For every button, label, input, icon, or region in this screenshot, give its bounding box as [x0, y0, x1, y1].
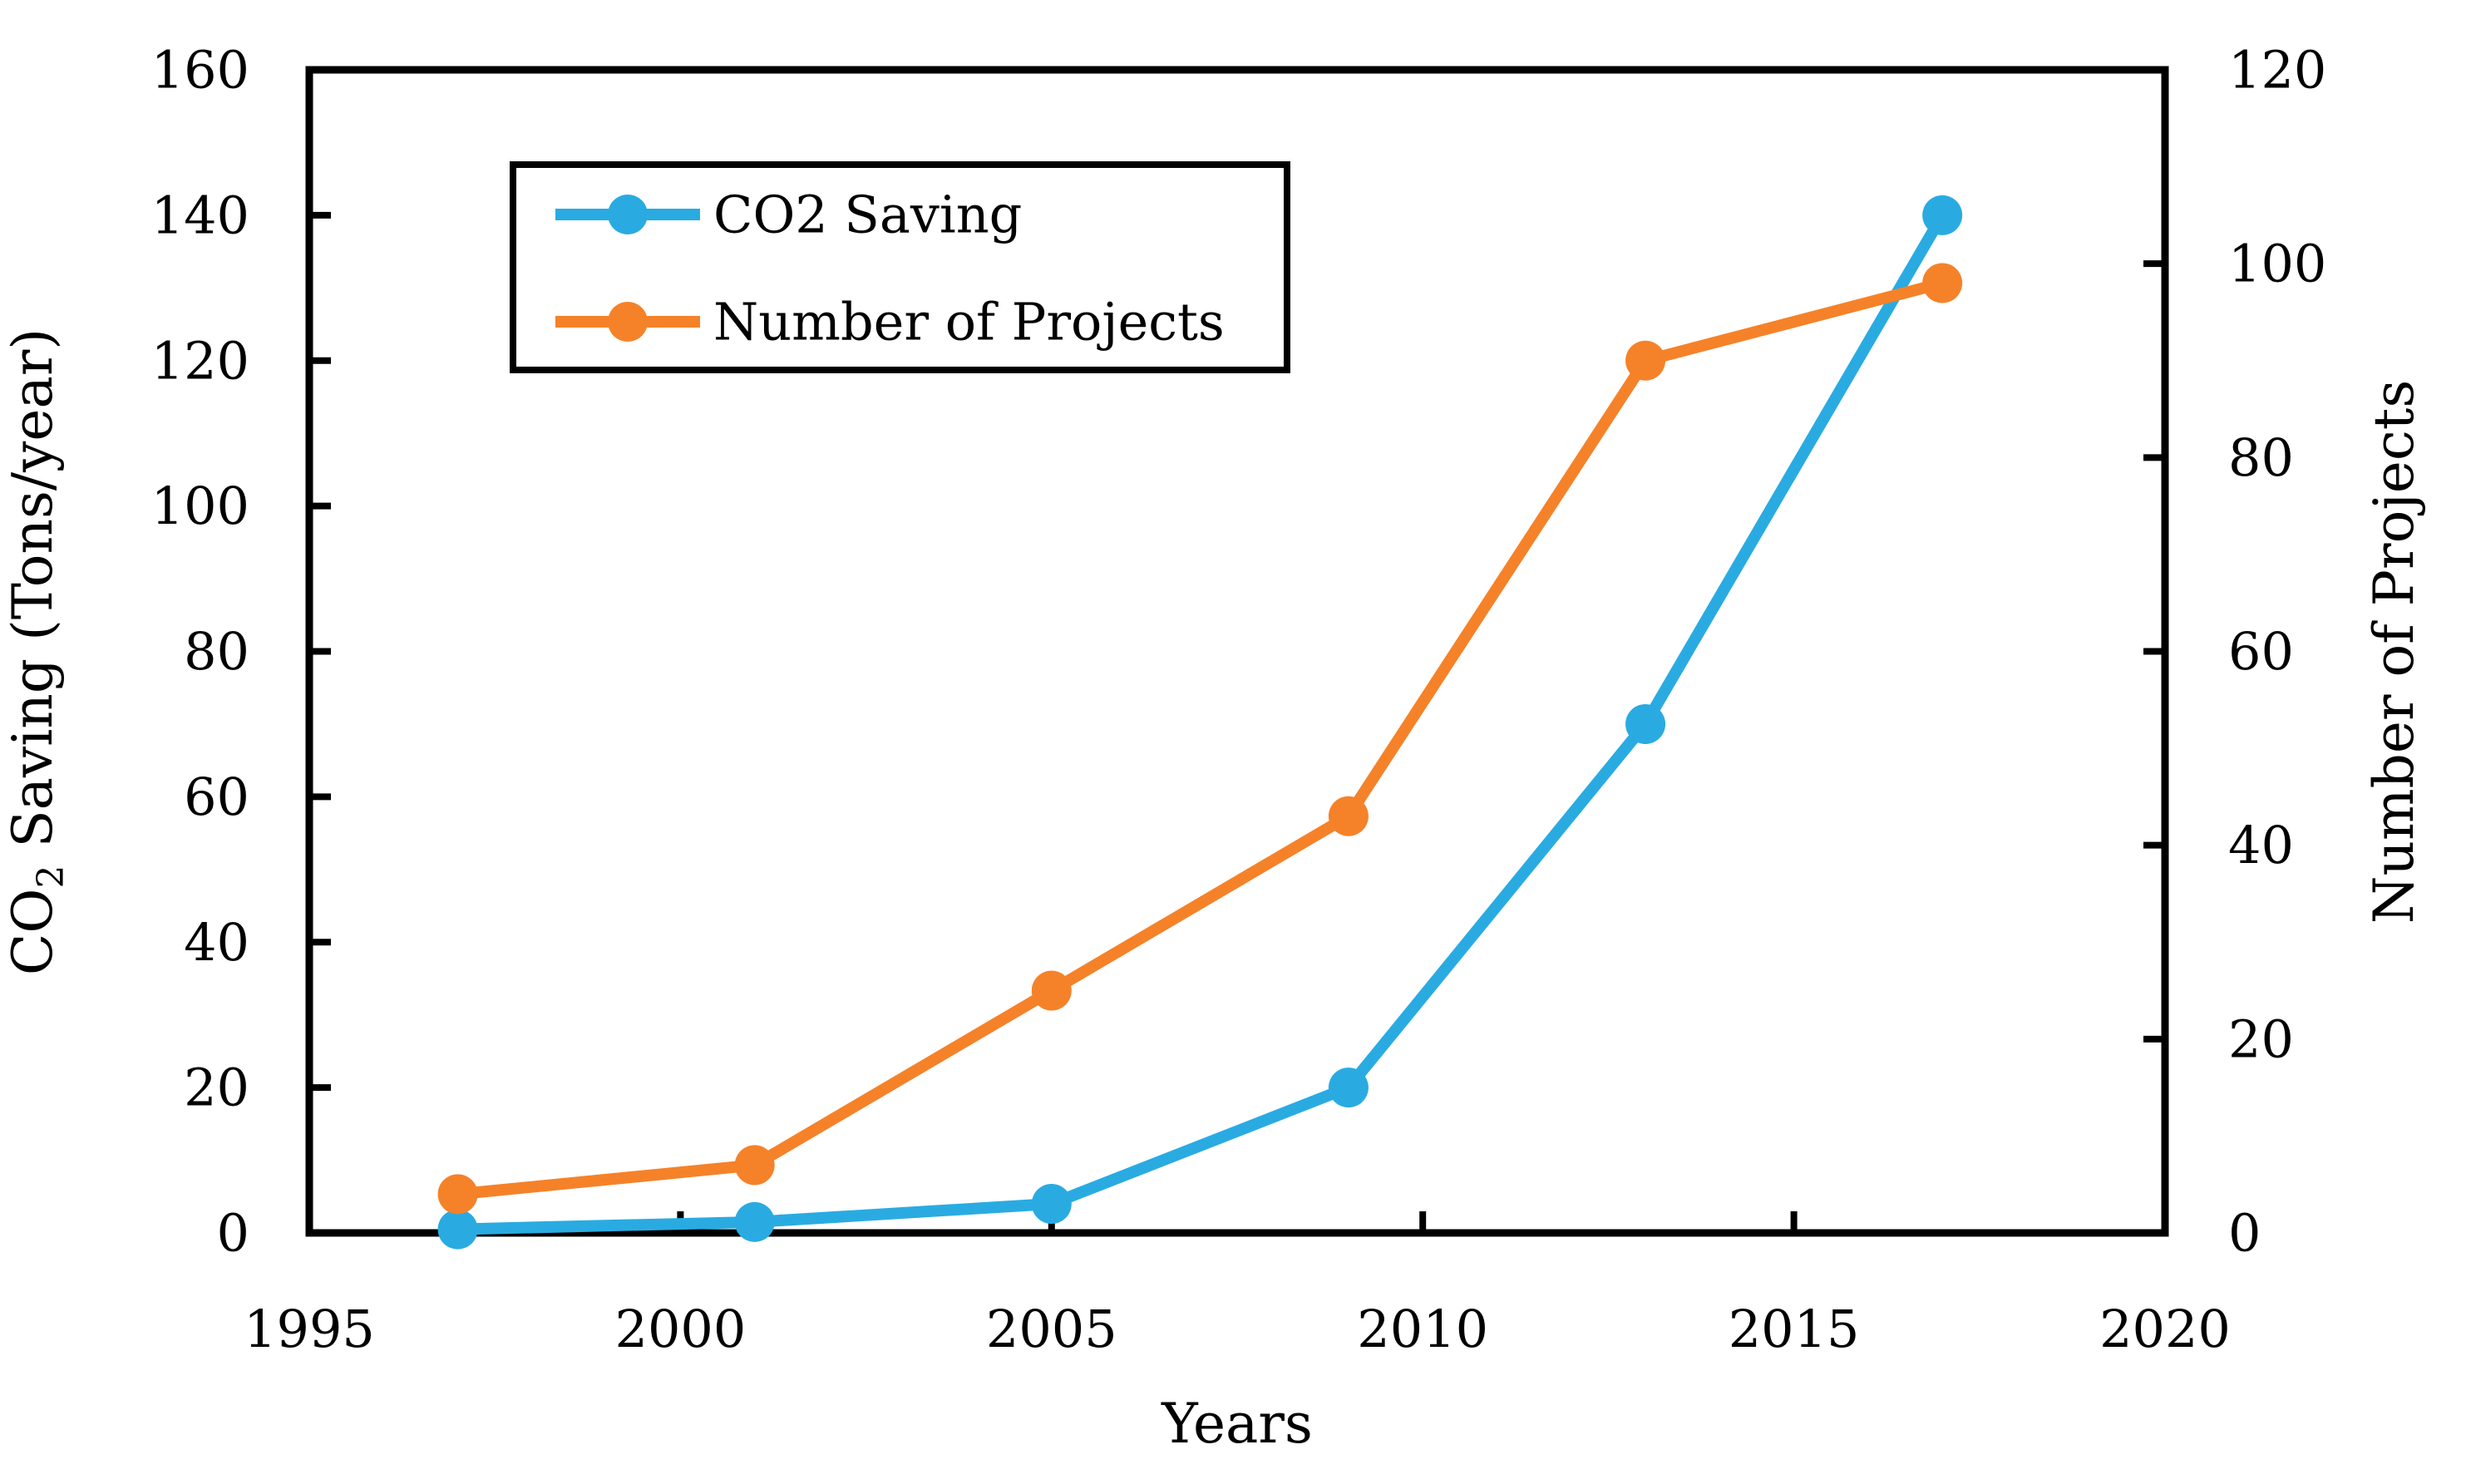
left-axis-tick-label: 140 [151, 185, 249, 245]
left-axis-tick-label: 100 [151, 476, 249, 536]
left-y-axis-title: CO2 Saving (Tons/year) [1, 328, 72, 975]
data-point-marker [437, 1209, 478, 1250]
left-axis-tick-label: 20 [184, 1058, 249, 1118]
data-point-marker [1922, 195, 1963, 235]
left-axis-tick-label: 160 [151, 40, 249, 101]
left-axis-tick-label: 40 [184, 912, 249, 973]
right-axis-tick-label: 80 [2228, 427, 2294, 488]
left-axis-tick-label: 80 [184, 621, 249, 682]
right-y-axis-title: Number of Projects [2362, 380, 2426, 924]
legend-label-co2-saving: CO2 Saving [713, 185, 1022, 245]
right-axis-tick-label: 60 [2228, 621, 2294, 682]
data-point-marker [1031, 1184, 1072, 1225]
data-point-marker [1328, 1067, 1369, 1108]
right-axis-tick-label: 120 [2228, 40, 2326, 101]
left-axis-tick-label: 60 [184, 767, 249, 827]
x-axis-tick-label: 2010 [1357, 1299, 1488, 1359]
x-axis-tick-label: 2020 [2099, 1299, 2231, 1359]
data-point-marker [1625, 340, 1666, 381]
data-point-marker [1625, 703, 1666, 744]
x-axis-tick-label: 1995 [244, 1299, 375, 1359]
data-point-marker [1328, 796, 1369, 836]
legend-sample-marker-co2-saving [608, 195, 648, 234]
x-axis-tick-label: 2000 [615, 1299, 747, 1359]
right-axis-tick-label: 0 [2228, 1203, 2261, 1264]
data-point-marker [734, 1145, 775, 1186]
x-axis-tick-label: 2015 [1729, 1299, 1860, 1359]
data-point-marker [1031, 970, 1072, 1011]
plot-area-border [305, 66, 2169, 1237]
data-point-marker [1922, 263, 1963, 303]
series-line-co2-saving [451, 209, 1949, 1235]
right-axis-tick-label: 100 [2228, 234, 2326, 294]
data-point-marker [437, 1174, 478, 1215]
legend: CO2 Saving Number of Projects [510, 161, 1290, 373]
tick-labels: 0 20 40 60 80 100 120 140 160 0 20 40 60 80 100 120 1995… [151, 40, 2327, 1360]
left-axis-tick-label: 0 [217, 1203, 249, 1264]
legend-border [510, 161, 1290, 373]
x-axis-title: Years [1161, 1392, 1313, 1456]
series-group [437, 195, 1963, 1250]
legend-label-number-of-projects: Number of Projects [713, 292, 1225, 353]
legend-sample-marker-number-of-projects [608, 302, 648, 342]
right-axis-tick-label: 20 [2228, 1008, 2294, 1069]
series-line-number-of-projects [451, 277, 1949, 1201]
data-point-marker [734, 1201, 775, 1242]
left-axis-tick-label: 120 [151, 330, 249, 391]
right-axis-tick-label: 40 [2228, 815, 2294, 875]
x-axis-tick-label: 2005 [986, 1299, 1117, 1359]
